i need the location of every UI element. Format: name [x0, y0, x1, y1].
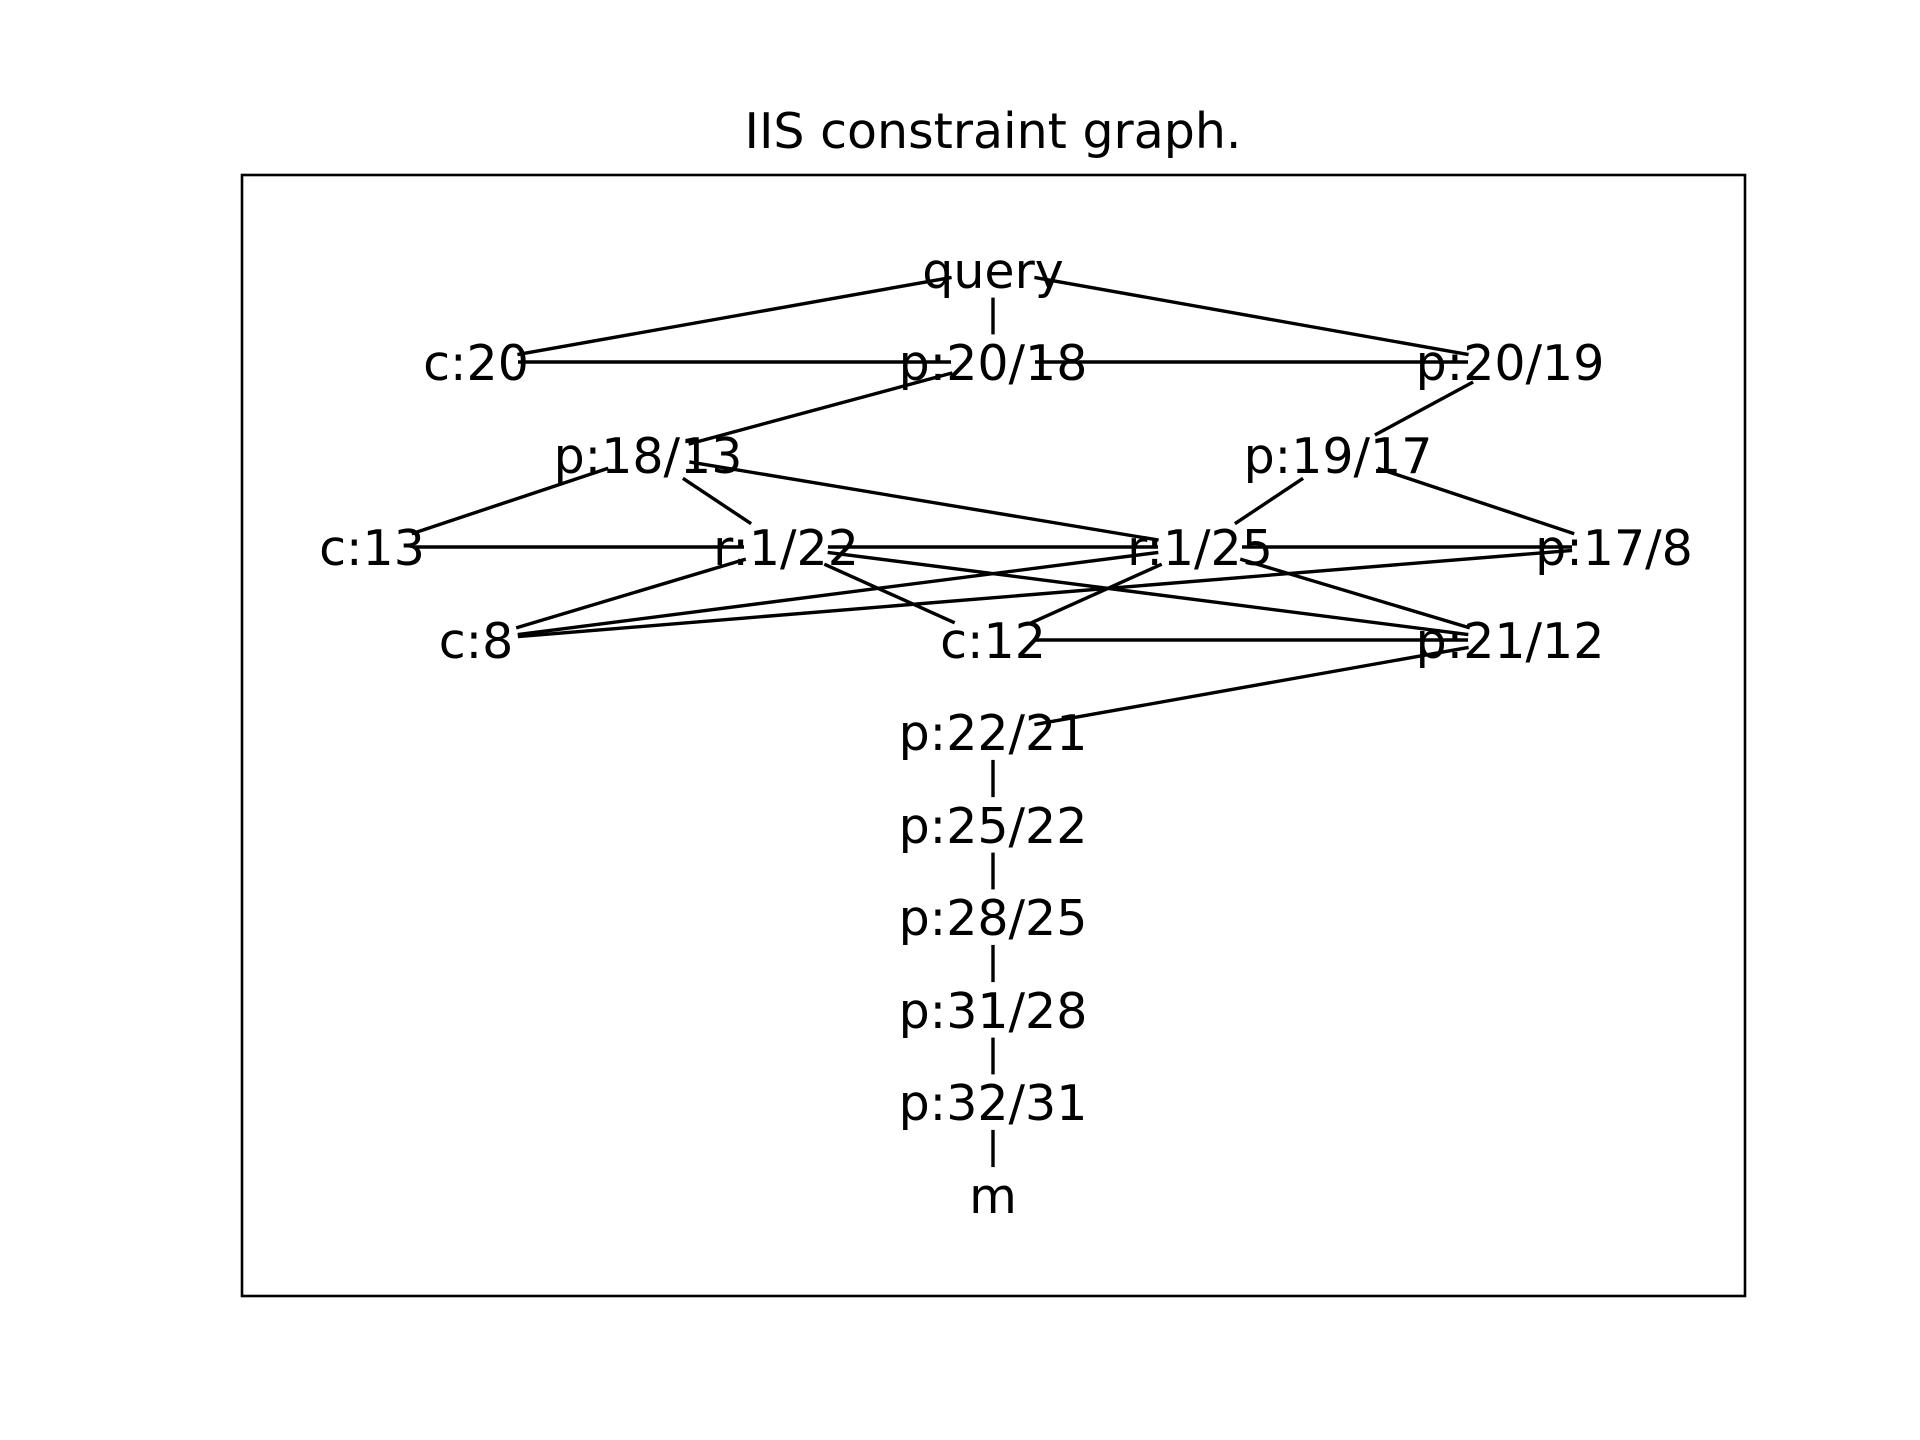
edge-query-c20 — [517, 275, 952, 357]
node-p20_18: p:20/18 — [899, 335, 1088, 392]
edge-query-p20_19 — [1034, 275, 1469, 357]
edge-r1_22-p21_12 — [827, 550, 1469, 637]
node-r1_25: r:1/25 — [1127, 520, 1273, 577]
edge-p18_13-r1_25 — [689, 460, 1159, 542]
node-c13: c:13 — [319, 520, 425, 577]
edge-p19_17-p17_8 — [1377, 466, 1575, 536]
edge-p20_19-p19_17 — [1374, 380, 1474, 437]
node-p25_22: p:25/22 — [899, 798, 1088, 855]
node-c8: c:8 — [439, 613, 514, 670]
edge-p21_12-p22_21 — [1034, 645, 1469, 727]
node-p19_17: p:19/17 — [1244, 428, 1433, 485]
edge-r1_22-c8 — [515, 557, 747, 630]
node-c20: c:20 — [423, 335, 529, 392]
node-p21_12: p:21/12 — [1416, 613, 1605, 670]
edge-p19_17-r1_25 — [1233, 476, 1305, 526]
nodes-layer: query c:20 p:20/18 p:20/19 p:18/13 p:19/17 c:1… — [319, 243, 1693, 1225]
edges-layer — [411, 275, 1575, 1168]
node-r1_22: r:1/22 — [713, 520, 859, 577]
node-p20_19: p:20/19 — [1416, 335, 1605, 392]
node-p32_31: p:32/31 — [899, 1075, 1088, 1132]
diagram-title: IIS constraint graph. — [745, 103, 1242, 160]
plot-frame — [240, 173, 1747, 1298]
node-p31_28: p:31/28 — [899, 983, 1088, 1040]
edge-p18_13-r1_22 — [681, 476, 753, 526]
edge-p18_13-c13 — [411, 466, 609, 536]
node-m: m — [969, 1168, 1017, 1225]
edge-r1_25-c12 — [1030, 562, 1163, 625]
edge-r1_25-c8 — [517, 550, 1159, 637]
node-p18_13: p:18/13 — [554, 428, 743, 485]
edge-c8-p17_8 — [517, 548, 1573, 639]
node-p17_8: p:17/8 — [1535, 520, 1693, 577]
edge-r1_22-c12 — [823, 562, 956, 625]
node-p28_25: p:28/25 — [899, 890, 1088, 947]
edge-r1_25-p21_12 — [1239, 557, 1471, 630]
node-c12: c:12 — [940, 613, 1046, 670]
node-p22_21: p:22/21 — [899, 705, 1088, 762]
edge-p20_18-p18_13 — [688, 371, 953, 446]
node-query: query — [922, 243, 1063, 300]
